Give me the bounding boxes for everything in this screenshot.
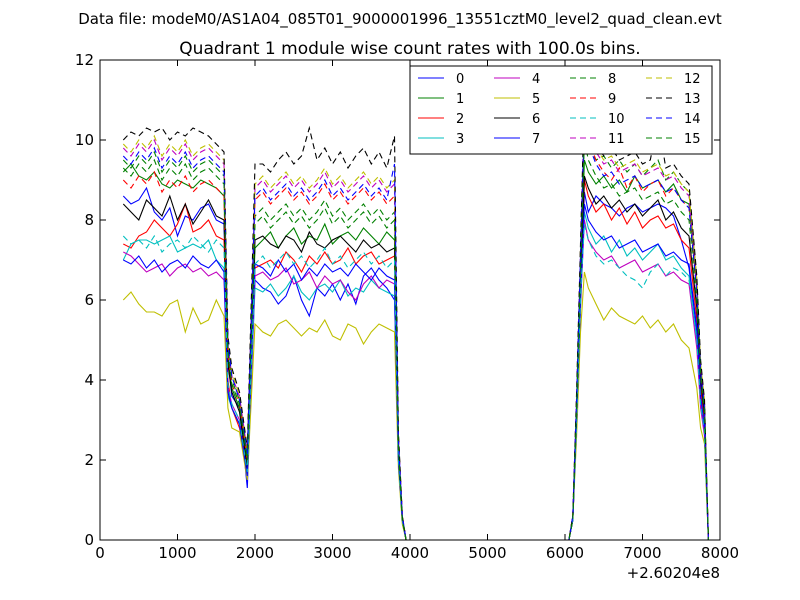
series-line-8 <box>122 131 709 540</box>
legend-label-4: 4 <box>532 72 540 87</box>
x-tick-label: 0 <box>95 544 105 562</box>
legend-label-0: 0 <box>456 72 464 87</box>
x-tick-label: 2000 <box>236 544 274 562</box>
series-line-2 <box>123 179 709 540</box>
series-line-1 <box>122 159 709 540</box>
series-line-13 <box>122 95 709 540</box>
legend-label-7: 7 <box>532 132 540 147</box>
x-offset-label: +2.60204e8 <box>627 564 720 582</box>
legend-label-15: 15 <box>684 132 701 147</box>
series-line-3 <box>122 211 709 540</box>
series-line-11 <box>122 99 709 540</box>
y-tick-label: 4 <box>84 371 94 389</box>
legend-label-2: 2 <box>456 112 464 127</box>
legend-label-3: 3 <box>456 132 464 147</box>
legend-label-8: 8 <box>608 72 616 87</box>
series-line-5 <box>122 271 709 540</box>
legend-label-14: 14 <box>684 112 701 127</box>
chart-title: Quadrant 1 module wise count rates with … <box>179 39 640 59</box>
x-tick-label: 3000 <box>313 544 351 562</box>
x-tick-label: 7000 <box>623 544 661 562</box>
x-tick-label: 8000 <box>701 544 739 562</box>
series-line-7 <box>123 203 709 540</box>
legend-box <box>409 65 713 155</box>
x-tick-label: 6000 <box>546 544 584 562</box>
y-tick-label: 12 <box>75 51 94 69</box>
x-tick-label: 5000 <box>468 544 506 562</box>
legend-label-9: 9 <box>608 92 616 107</box>
legend-label-10: 10 <box>608 112 625 127</box>
x-tick-label: 1000 <box>158 544 196 562</box>
y-tick-label: 6 <box>84 291 94 309</box>
y-tick-label: 10 <box>75 131 94 149</box>
series-line-15 <box>122 139 709 540</box>
plot-area: 0 1000 2000 3000 4000 5000 6000 7000 80000246810… <box>75 51 739 562</box>
y-tick-label: 0 <box>84 531 94 549</box>
legend-label-6: 6 <box>532 112 540 127</box>
series-line-0 <box>122 186 709 540</box>
legend-label-13: 13 <box>684 92 701 107</box>
series-line-10 <box>122 223 709 540</box>
legend-label-12: 12 <box>684 72 701 87</box>
series-line-9 <box>122 115 709 540</box>
suptitle: Data file: modeM0/AS1A04_085T01_90000019… <box>78 10 722 29</box>
series-line-6 <box>122 175 709 540</box>
y-tick-label: 8 <box>84 211 94 229</box>
series-line-14 <box>122 119 709 540</box>
x-tick-label: 4000 <box>391 544 429 562</box>
legend-label-1: 1 <box>456 92 464 107</box>
legend-label-5: 5 <box>532 92 540 107</box>
legend-label-11: 11 <box>608 132 625 147</box>
series-line-4 <box>123 219 709 540</box>
series-line-12 <box>122 107 709 540</box>
y-tick-label: 2 <box>84 451 94 469</box>
